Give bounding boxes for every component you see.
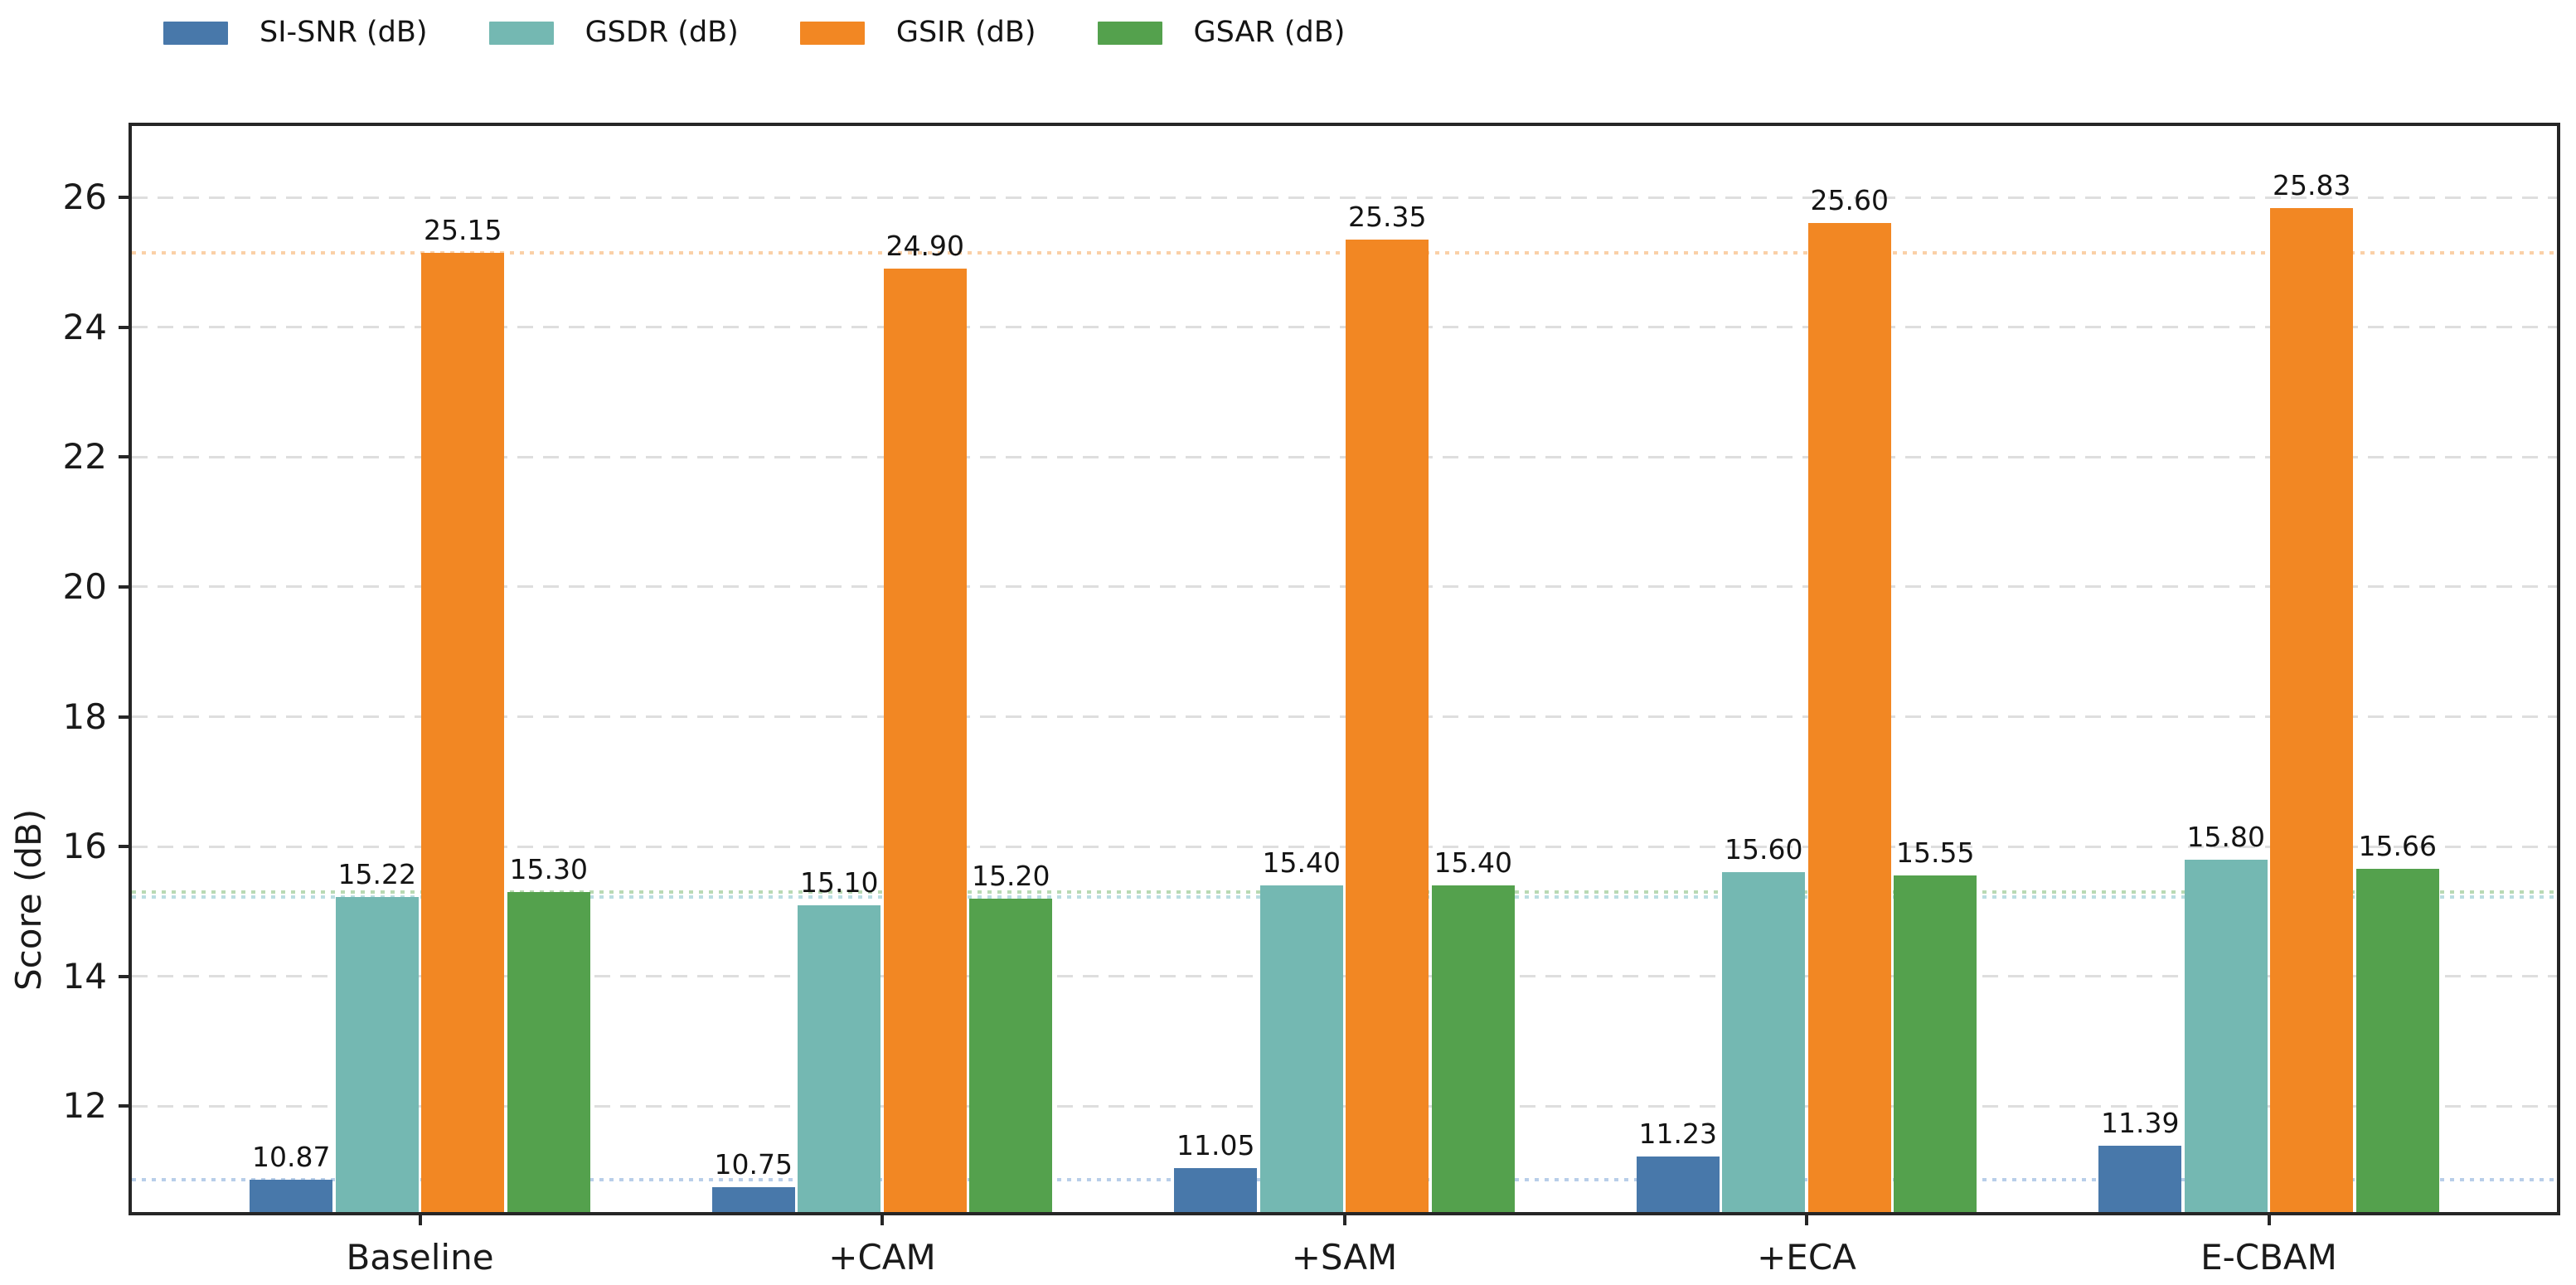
y-tick-mark [119,325,132,329]
y-tick-label: 22 [62,436,107,478]
legend-swatch [163,21,228,45]
y-gridline [132,845,2557,848]
legend-swatch [488,21,554,45]
reference-line [132,890,2557,894]
bar [1722,872,1806,1212]
bar-value-label: 15.22 [337,858,416,891]
reference-line [132,250,2557,255]
legend-item: SI-SNR (dB) [163,18,428,47]
bar-value-label: 15.30 [509,852,588,885]
bar-value-label: 11.39 [2101,1107,2180,1140]
bar [507,891,590,1212]
y-tick-mark [119,845,132,849]
bar [883,269,967,1212]
y-tick-label: 24 [62,306,107,347]
y-tick-label: 12 [62,1085,107,1127]
bar [1259,885,1343,1212]
y-tick-mark [119,974,132,978]
x-tick-label: +SAM [1291,1237,1398,1278]
bar-value-label: 10.87 [252,1140,331,1173]
legend-label: SI-SNR (dB) [260,16,428,49]
bar-value-label: 25.15 [424,213,502,246]
y-tick-mark [119,196,132,200]
y-tick-mark [119,1104,132,1108]
x-tick-mark [880,1212,884,1225]
y-tick-label: 26 [62,177,107,218]
reference-line [132,1177,2557,1181]
bar-value-label: 24.90 [885,230,964,263]
bar-value-label: 10.75 [714,1148,793,1181]
bar [421,252,505,1212]
bar [1174,1167,1258,1212]
legend-swatch [799,21,865,45]
bar-value-label: 15.80 [2186,820,2265,853]
x-tick-mark [1805,1212,1808,1225]
y-axis-title: Score (dB) [8,808,49,991]
y-tick-mark [119,715,132,719]
legend-swatch [1097,21,1162,45]
bar-value-label: 15.40 [1434,846,1512,880]
y-gridline [132,326,2557,329]
bar [1636,1156,1720,1212]
bar [335,897,419,1212]
bar [969,898,1053,1212]
bar-value-label: 15.20 [972,859,1050,892]
y-tick-mark [119,584,132,589]
bar [1431,885,1515,1212]
bar-value-label: 15.40 [1262,846,1341,880]
bar [250,1179,333,1212]
bar-value-label: 15.10 [800,866,879,899]
legend-label: GSAR (dB) [1193,16,1346,49]
y-tick-mark [119,455,132,459]
y-tick-label: 14 [62,955,107,996]
bar [1894,875,1977,1212]
legend-item: GSAR (dB) [1097,16,1346,49]
bar-value-label: 25.35 [1348,201,1427,234]
x-tick-label: +ECA [1757,1237,1856,1278]
x-tick-mark [418,1212,422,1225]
bar [2184,859,2268,1212]
bar-value-label: 15.55 [1896,836,1975,870]
y-tick-label: 16 [62,826,107,867]
bar [798,904,881,1212]
bar-value-label: 25.60 [1810,184,1889,217]
y-gridline [132,1104,2557,1108]
y-tick-label: 20 [62,565,107,607]
plot-layer: 12 14 16 18 20 22 24 26 10.87 10.75 11.05 11.23 11.3… [63,126,2557,1275]
legend-item: GSDR (dB) [488,16,739,49]
y-gridline [132,196,2557,199]
y-gridline [132,715,2557,719]
bar [711,1187,795,1212]
y-gridline [132,975,2557,978]
reference-line [132,895,2557,900]
bar [2098,1146,2182,1212]
y-gridline [132,585,2557,589]
y-tick-label: 18 [62,696,107,737]
bar [1346,240,1429,1212]
x-tick-label: +CAM [828,1237,936,1278]
x-tick-label: E-CBAM [2200,1237,2337,1278]
bar-value-label: 15.60 [1725,833,1803,866]
bar [2270,208,2354,1212]
bar-value-label: 11.05 [1176,1128,1255,1161]
bar-value-label: 15.66 [2358,829,2437,862]
legend-item: GSIR (dB) [799,16,1036,49]
bar-value-label: 11.23 [1638,1117,1717,1150]
y-gridline [132,455,2557,458]
legend-label: GSDR (dB) [585,16,739,49]
x-tick-mark [2267,1212,2271,1225]
x-tick-mark [1342,1212,1346,1225]
legend-label: GSIR (dB) [895,16,1036,49]
x-tick-label: Baseline [346,1237,494,1278]
bar [2355,868,2439,1212]
legend: SI-SNR (dB) GSDR (dB) GSIR (dB) GSAR (dB) [163,18,1345,47]
bar-value-label: 25.83 [2273,169,2351,202]
bar [1807,223,1891,1212]
